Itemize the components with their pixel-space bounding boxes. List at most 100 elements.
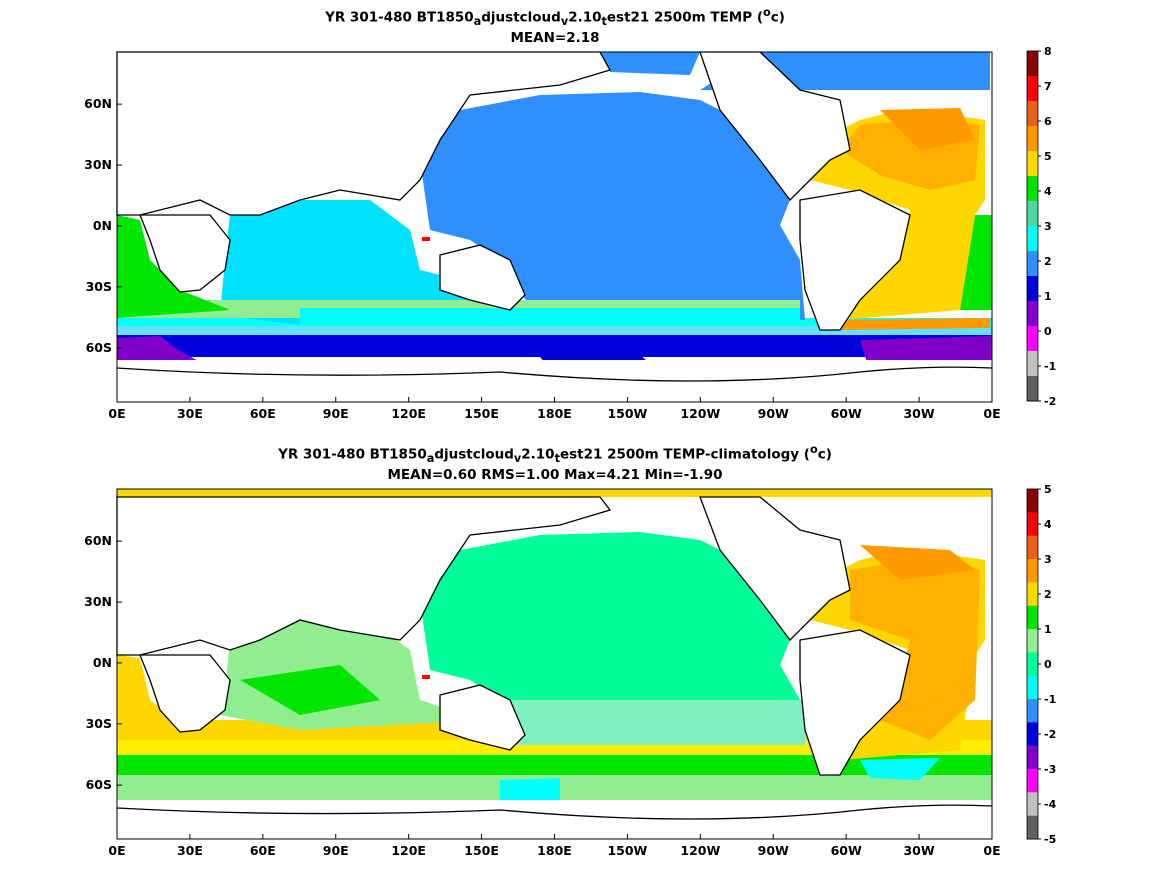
colorbar-label: 0 xyxy=(1044,658,1052,671)
colorbar-label: 1 xyxy=(1044,623,1052,636)
ocean-band xyxy=(470,700,805,745)
ocean-band xyxy=(300,308,800,326)
colorbar-label: 0 xyxy=(1044,325,1052,338)
australia-landmass xyxy=(439,684,526,751)
colorbar-segment xyxy=(1027,251,1038,277)
colorbar-label: 3 xyxy=(1044,553,1052,566)
ocean-band xyxy=(830,318,990,330)
colorbar-label: 5 xyxy=(1044,150,1052,163)
colorbar-segment xyxy=(1027,376,1038,402)
colorbar-label: -2 xyxy=(1044,728,1056,741)
colorbar-label: 2 xyxy=(1044,588,1052,601)
title-sub: t xyxy=(554,452,560,466)
south-america-landmass xyxy=(799,629,911,776)
colorbar-segment xyxy=(1027,276,1038,302)
title-text: YR 301-480 BT1850 xyxy=(278,446,427,463)
lon-tick-label: 30E xyxy=(177,406,203,421)
ocean-patch xyxy=(117,336,200,366)
colorbar-segment xyxy=(1027,489,1038,513)
top-panel-stats: MEAN=2.18 xyxy=(510,30,600,46)
red-spot xyxy=(422,237,430,241)
antarctica-coastline xyxy=(116,366,993,382)
lon-tick-label: 90E xyxy=(323,843,349,858)
colorbar-segment xyxy=(1027,629,1038,653)
top-map-panel xyxy=(116,51,993,403)
title-text: djustcloud xyxy=(434,446,514,463)
colorbar-label: 3 xyxy=(1044,220,1052,233)
title-text: djustcloud xyxy=(481,9,561,26)
ocean-patch xyxy=(117,655,190,732)
bottom-map-panel xyxy=(116,488,993,840)
lon-tick-label: 30W xyxy=(903,843,934,858)
lon-tick-label: 180E xyxy=(537,406,572,421)
ocean-patch xyxy=(960,215,992,310)
ocean-patch xyxy=(880,108,975,150)
antarctica-landmass xyxy=(117,360,992,402)
bottom-panel-title: YR 301-480 BT1850adjustcloudv2.10test21 … xyxy=(0,443,1110,465)
lon-tick-label: 0E xyxy=(983,406,1000,421)
lat-tick-label: 30S xyxy=(86,279,112,294)
colorbar-label: -4 xyxy=(1044,798,1057,811)
colorbar-segment xyxy=(1027,126,1038,152)
lon-tick-label: 0E xyxy=(108,843,125,858)
lon-tick-label: 90W xyxy=(758,843,789,858)
title-text: c) xyxy=(770,9,785,26)
bottom-panel-stats: MEAN=0.60 RMS=1.00 Max=4.21 Min=-1.90 xyxy=(387,467,723,483)
lon-tick-label: 30E xyxy=(177,843,203,858)
eurasia-africa-landmass xyxy=(116,496,612,656)
colorbar-segment xyxy=(1027,745,1038,770)
lon-tick-label: 90W xyxy=(758,406,789,421)
title-text: est21 2500m TEMP ( xyxy=(606,9,763,26)
title-sup: o xyxy=(763,6,771,19)
lon-tick-label: 0E xyxy=(983,843,1000,858)
lat-tick-label: 60N xyxy=(84,96,112,111)
top-colorbar: 8 7 6 5 4 3 2 1 0 -1 -2 xyxy=(1026,45,1056,408)
ocean-patch xyxy=(117,215,230,318)
colorbar-label: 7 xyxy=(1044,80,1052,93)
lon-tick-label: 180E xyxy=(537,843,572,858)
colorbar-segment xyxy=(1027,792,1038,817)
colorbar-segment xyxy=(1027,201,1038,227)
antarctica-coastline xyxy=(116,804,993,820)
colorbar-label: -2 xyxy=(1044,395,1056,408)
north-america-landmass xyxy=(699,51,851,201)
pacific-ocean xyxy=(420,532,805,745)
colorbar-label: 1 xyxy=(1044,290,1052,303)
lon-tick-label: 60W xyxy=(831,406,862,421)
colorbar-segment xyxy=(1027,226,1038,252)
title-text: c) xyxy=(817,446,832,463)
lat-tick-label: 60S xyxy=(86,777,112,792)
colorbar-label: 6 xyxy=(1044,115,1052,128)
red-spot xyxy=(422,675,430,679)
ocean-patch xyxy=(860,758,940,780)
colorbar-segment xyxy=(1027,351,1038,377)
lon-tick-label: 120W xyxy=(680,843,720,858)
antarctica-landmass xyxy=(117,800,992,839)
colorbar-segment xyxy=(1027,301,1038,327)
colorbar-label: 4 xyxy=(1044,185,1052,198)
title-sup: o xyxy=(809,443,818,456)
colorbar-segment xyxy=(1027,559,1038,583)
ocean-patch xyxy=(860,545,975,580)
lon-tick-label: 60E xyxy=(250,406,276,421)
colorbar-segment xyxy=(1027,326,1038,352)
lat-tick-label: 30N xyxy=(84,157,112,172)
lon-tick-label: 30W xyxy=(903,406,934,421)
lat-tick-label: 30N xyxy=(84,594,112,609)
top-panel-title: YR 301-480 BT1850adjustcloudv2.10test21 … xyxy=(0,6,1110,28)
colorbar-segment xyxy=(1027,815,1038,840)
bottom-axes: 0E 30E 60E 90E 120E 150E 180E 150W 120W 90W 60W 30W… xyxy=(84,533,1000,858)
colorbar-segment xyxy=(1027,722,1038,747)
colorbar-segment xyxy=(1027,769,1038,793)
title-sub: t xyxy=(601,15,607,29)
colorbar-label: -3 xyxy=(1044,763,1056,776)
africa-landmass xyxy=(139,654,231,733)
lat-tick-label: 30S xyxy=(86,716,112,731)
colorbar-segment xyxy=(1027,76,1038,102)
ocean-patch xyxy=(240,665,380,715)
south-america-landmass xyxy=(799,189,911,331)
colorbar-label: -5 xyxy=(1044,833,1056,846)
lat-tick-label: 60N xyxy=(84,533,112,548)
colorbar-segment xyxy=(1027,512,1038,537)
